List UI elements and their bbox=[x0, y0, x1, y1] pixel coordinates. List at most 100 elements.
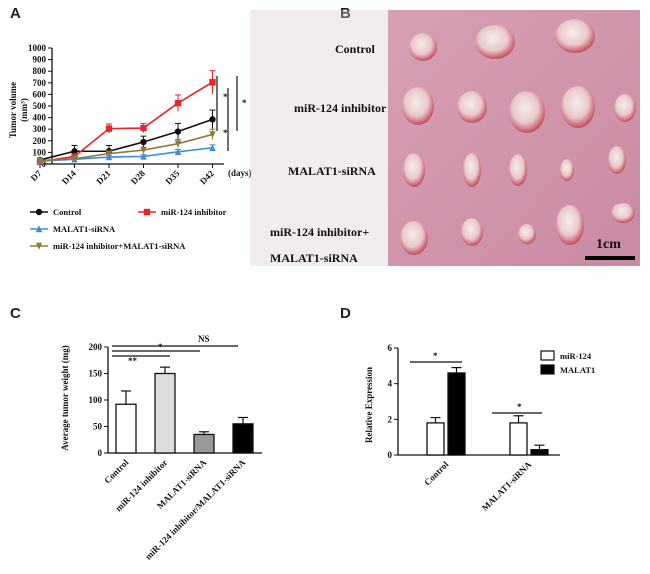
a-y-tick-label: 300 bbox=[33, 124, 47, 134]
a-data-point bbox=[140, 152, 147, 160]
tumor bbox=[556, 205, 584, 245]
d-sig-2: * bbox=[517, 402, 522, 412]
a-data-point bbox=[209, 144, 216, 151]
d-legend-label: MALAT1 bbox=[560, 365, 595, 375]
c-y-tick-label: 150 bbox=[89, 369, 103, 379]
a-data-point bbox=[174, 148, 182, 156]
a-data-point bbox=[140, 146, 147, 154]
d-ylabel: Relative Expression bbox=[364, 367, 374, 443]
d-y-tick-label: 6 bbox=[388, 343, 393, 353]
d-legend-swatch bbox=[540, 364, 555, 375]
c-y-tick-label: 0 bbox=[98, 448, 103, 458]
tumor bbox=[560, 159, 574, 181]
d-legend-swatch bbox=[540, 350, 555, 361]
a-x-tick-label: D21 bbox=[94, 168, 112, 186]
a-y-tick-label: 1000 bbox=[28, 43, 47, 53]
c-bar bbox=[115, 403, 137, 454]
a-data-point bbox=[174, 128, 182, 135]
tumor bbox=[457, 91, 487, 123]
a-y-tick-label: 700 bbox=[33, 78, 47, 88]
tumor bbox=[461, 218, 483, 246]
a-x-tick-label: D7 bbox=[29, 168, 44, 183]
tumor bbox=[402, 87, 434, 125]
a-x-tick-label: D14 bbox=[60, 168, 78, 186]
a-y-tick-label: 900 bbox=[33, 55, 47, 65]
c-sig-2: * bbox=[158, 342, 163, 352]
c-y-tick-label: 50 bbox=[93, 422, 103, 432]
panel-label-c: C bbox=[10, 305, 21, 322]
c-x-tick-label: Control bbox=[102, 457, 131, 486]
d-bar bbox=[530, 448, 549, 456]
tumor bbox=[400, 221, 428, 255]
a-legend: Control miR-124 inhibitor MALAT1-siRNA miR-… bbox=[30, 207, 227, 251]
scale-bar bbox=[585, 256, 635, 260]
a-legend-label: miR-124 inhibitor+MALAT1-siRNA bbox=[53, 241, 186, 251]
d-bar bbox=[426, 422, 445, 456]
a-series-line bbox=[39, 118, 213, 161]
c-y-tick-label: 100 bbox=[89, 395, 103, 405]
tumor bbox=[561, 86, 595, 128]
c-bar bbox=[232, 423, 254, 454]
a-y-tick-label: 400 bbox=[33, 113, 47, 123]
tumor bbox=[409, 33, 437, 61]
relative-expression-chart: Relative Expression 0 2 4 6 Control MALAT1-s… bbox=[364, 343, 595, 513]
a-data-point bbox=[174, 140, 182, 148]
c-ylabel: Average tumor weight (mg) bbox=[60, 345, 70, 450]
tumor bbox=[509, 154, 527, 186]
a-data-point bbox=[140, 138, 147, 146]
a-series-line bbox=[39, 133, 213, 162]
a-data-point bbox=[105, 125, 113, 132]
a-data-point bbox=[209, 79, 216, 86]
a-x-tick-label: D42 bbox=[198, 168, 216, 186]
tumor bbox=[611, 203, 635, 223]
photo-row-combo-1: miR-124 inhibitor+ bbox=[270, 225, 369, 239]
panel-label-d: D bbox=[340, 305, 351, 322]
tumor bbox=[614, 94, 636, 122]
tumor-photo: Control miR-124 inhibitor MALAT1-siRNA m… bbox=[250, 10, 640, 266]
d-legend-label: miR-124 bbox=[560, 351, 592, 361]
a-x-tick-label: D28 bbox=[129, 168, 147, 186]
c-y-tick-label: 200 bbox=[89, 342, 103, 352]
tumor-weight-chart: Average tumor weight (mg) 0 50 100 150 200 C… bbox=[60, 334, 262, 562]
a-y-tick-label: 100 bbox=[33, 147, 47, 157]
tumor bbox=[518, 224, 536, 244]
a-data-point bbox=[209, 131, 216, 139]
a-y-tick-label: 600 bbox=[33, 89, 47, 99]
tumor bbox=[475, 25, 515, 59]
photo-row-inhibitor: miR-124 inhibitor bbox=[294, 101, 387, 115]
a-data-point bbox=[36, 157, 44, 165]
a-ylabel-2: (mm³) bbox=[19, 98, 29, 122]
c-bar bbox=[193, 433, 215, 454]
a-data-point bbox=[105, 150, 113, 158]
c-sig-3: NS bbox=[198, 334, 210, 344]
d-bar bbox=[447, 372, 466, 456]
d-x-tick-label: Control bbox=[422, 459, 451, 488]
c-bar bbox=[154, 372, 176, 454]
panel-label-b: B bbox=[340, 5, 351, 22]
c-sig-1: ** bbox=[128, 356, 138, 366]
c-significance: ** * NS bbox=[112, 334, 238, 366]
d-y-tick-label: 4 bbox=[388, 379, 393, 389]
a-sig-star-1: * bbox=[223, 92, 228, 102]
a-legend-marker bbox=[143, 208, 151, 216]
d-bar bbox=[509, 422, 528, 456]
d-y-tick-label: 0 bbox=[388, 450, 393, 460]
tumors bbox=[400, 19, 636, 255]
a-legend-label: Control bbox=[53, 207, 82, 217]
photo-row-combo-2: MALAT1-siRNA bbox=[270, 251, 358, 265]
tumor bbox=[463, 153, 481, 187]
d-sig-1: * bbox=[433, 351, 438, 361]
photo-label-area bbox=[250, 10, 388, 266]
a-series-line bbox=[39, 81, 213, 163]
d-x-tick-label: MALAT1-siRNA bbox=[480, 459, 534, 513]
d-significance: * * bbox=[410, 351, 542, 414]
a-significance: * * * bbox=[216, 76, 247, 151]
a-legend-marker bbox=[35, 225, 43, 233]
a-data-point bbox=[71, 155, 78, 163]
photo-row-control: Control bbox=[335, 42, 375, 56]
a-y-tick-label: 200 bbox=[33, 136, 47, 146]
a-x-tick-label: D35 bbox=[163, 168, 181, 186]
a-legend-marker bbox=[35, 242, 43, 250]
a-ylabel-1: Tumor volume bbox=[8, 82, 18, 138]
